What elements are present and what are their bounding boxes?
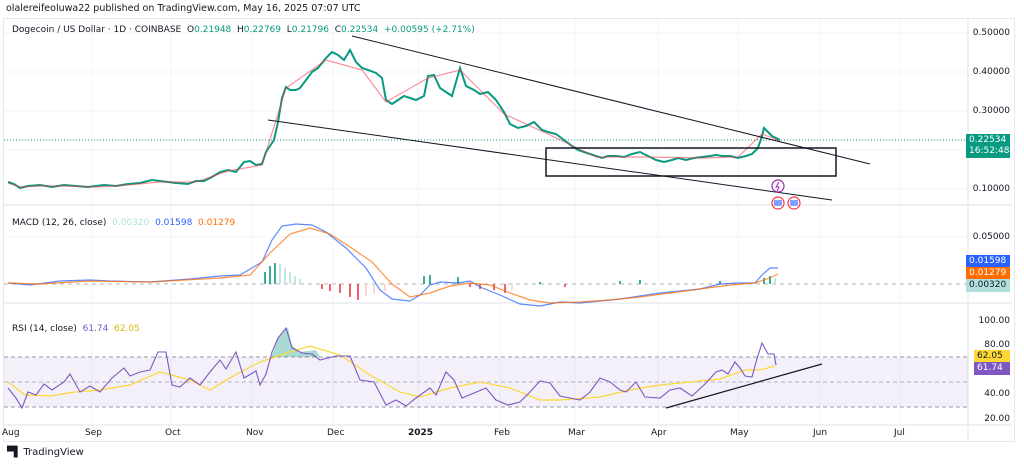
- publish-info: olalereifeoluwa22 published on TradingVi…: [6, 3, 361, 14]
- rsi-value: 61.74: [82, 324, 109, 334]
- us-flag-icon: [787, 196, 801, 210]
- rsi-legend[interactable]: RSI (14, close) 61.74 62.05: [12, 324, 140, 334]
- rsi-title: RSI (14, close): [12, 324, 77, 334]
- rsi-axis-label: 80.00: [984, 340, 1010, 350]
- bar-countdown: 16:52:48: [969, 146, 1010, 156]
- last-price-tag: 0.22534 16:52:48: [966, 134, 1010, 158]
- rsi-line: [7, 326, 777, 410]
- tradingview-logo[interactable]: ▀▌ TradingView: [7, 447, 84, 458]
- lightning-icon: [771, 179, 785, 193]
- time-axis-label: May: [730, 428, 749, 438]
- time-axis-label: Sep: [85, 428, 102, 438]
- time-axis-label: Feb: [494, 428, 510, 438]
- price-axis-label: 0.30000: [972, 106, 1010, 116]
- close-value: 0.22534: [341, 25, 379, 35]
- rsi-axis-label: 100.00: [978, 316, 1011, 326]
- brand-name: TradingView: [23, 447, 84, 458]
- change-value: +0.00595 (+2.71%): [383, 25, 475, 35]
- rsi-ma-line: [7, 345, 776, 401]
- macd-histogram: [264, 263, 776, 300]
- time-axis-label: Oct: [165, 428, 181, 438]
- macd-value: 0.01598: [155, 218, 193, 228]
- high-value: 0.22769: [243, 25, 282, 35]
- time-axis-label: 2025: [408, 428, 434, 438]
- time-axis-label: Mar: [568, 428, 585, 438]
- time-axis-label: Apr: [651, 428, 667, 438]
- macd-legend[interactable]: MACD (12, 26, close) 0.00320 0.01598 0.0…: [12, 218, 235, 228]
- us-flag-icon: [771, 196, 785, 210]
- signal-line: [7, 227, 779, 304]
- macd-axis-label: 0.05000: [972, 232, 1010, 242]
- macd-line: [7, 223, 778, 307]
- time-axis-label: Jul: [894, 428, 905, 438]
- macd-hist-value: 0.00320: [112, 218, 150, 228]
- signal-tag: 0.01279: [966, 267, 1010, 280]
- rsi-axis-label: 20.00: [984, 414, 1010, 424]
- price-candles: [7, 47, 781, 190]
- chart-frame[interactable]: [3, 18, 1015, 442]
- open-value: 0.21948: [194, 25, 232, 35]
- main-legend: Dogecoin / US Dollar · 1D · COINBASE O0.…: [12, 25, 475, 35]
- price-axis-label: 0.10000: [972, 184, 1010, 194]
- tv-logo-icon: ▀▌: [7, 447, 21, 458]
- macd-title: MACD (12, 26, close): [12, 218, 107, 228]
- macd-tag: 0.01598: [966, 255, 1010, 268]
- macd-signal-value: 0.01279: [198, 218, 236, 228]
- price-axis-label: 0.40000: [972, 67, 1010, 77]
- rsi-ma-tag: 62.05: [974, 350, 1010, 363]
- time-axis-label: Dec: [327, 428, 345, 438]
- price-axis-label: 0.50000: [972, 28, 1010, 38]
- rsi-tag: 61.74: [974, 362, 1010, 375]
- time-axis-label: Jun: [813, 428, 828, 438]
- low-value: 0.21796: [291, 25, 329, 35]
- symbol-title[interactable]: Dogecoin / US Dollar · 1D · COINBASE: [12, 25, 182, 35]
- time-axis-label: Aug: [2, 428, 20, 438]
- rsi-ma-value: 62.05: [114, 324, 140, 334]
- hist-tag: 0.00320: [966, 279, 1010, 292]
- rsi-axis-label: 40.00: [984, 389, 1010, 399]
- range-box[interactable]: [545, 147, 837, 177]
- time-axis-label: Nov: [246, 428, 264, 438]
- rsi-trendline: [665, 363, 823, 409]
